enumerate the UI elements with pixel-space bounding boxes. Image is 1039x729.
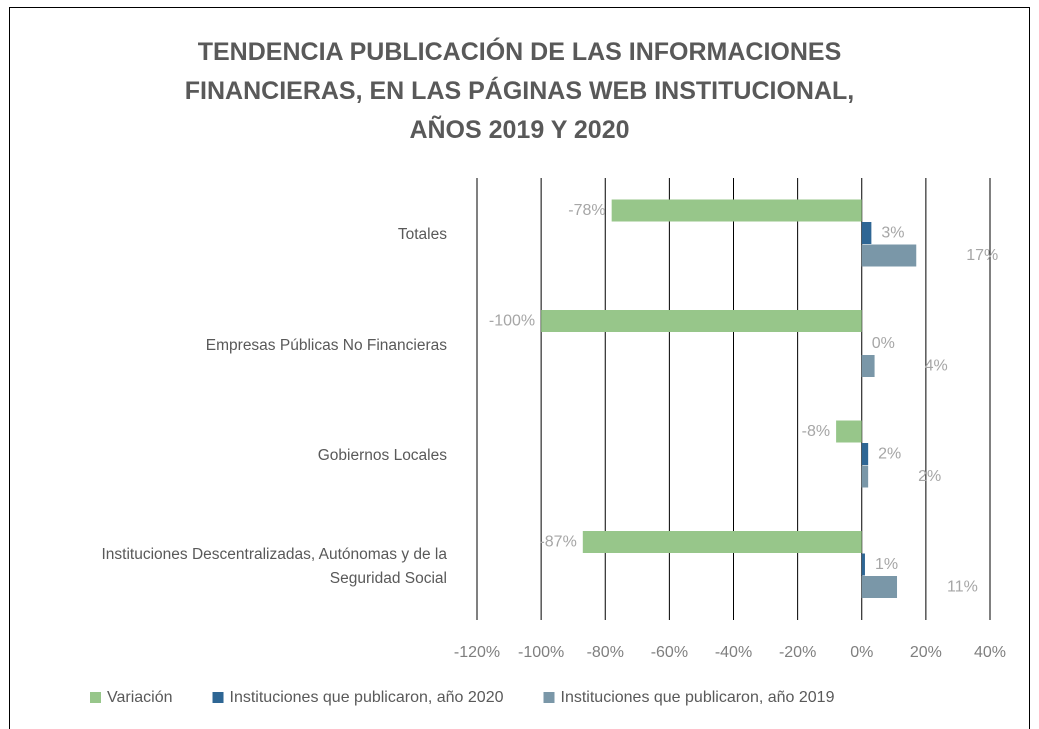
chart-title: TENDENCIA PUBLICACIÓN DE LAS INFORMACION… xyxy=(184,38,855,144)
data-label: -78% xyxy=(568,202,605,219)
y-tick-label: Totales xyxy=(397,226,447,244)
legend-label: Instituciones que publicaron, año 2020 xyxy=(230,689,504,706)
legend-swatch xyxy=(212,692,224,703)
x-tick-label: 20% xyxy=(910,644,942,661)
data-label: 3% xyxy=(881,224,904,241)
x-tick-label: -20% xyxy=(779,644,816,661)
bar xyxy=(582,531,862,553)
bar xyxy=(861,465,869,488)
legend-label: Instituciones que publicaron, año 2019 xyxy=(561,689,835,706)
y-tick-label: Instituciones Descentralizadas, Autónoma… xyxy=(101,545,448,587)
legend-label: Variación xyxy=(107,689,173,706)
bar xyxy=(861,576,898,598)
x-tick-label: 40% xyxy=(974,644,1006,661)
bar xyxy=(861,244,917,267)
x-tick-label: 0% xyxy=(850,644,873,661)
x-tick-label: -60% xyxy=(651,644,688,661)
x-tick-label: -120% xyxy=(454,644,500,661)
x-tick-label: -40% xyxy=(715,644,752,661)
legend-swatch xyxy=(90,692,101,703)
x-tick-label: -80% xyxy=(587,644,624,661)
bar xyxy=(836,420,862,443)
y-tick-label: Gobiernos Locales xyxy=(317,447,447,465)
bar xyxy=(861,553,865,576)
data-label: -8% xyxy=(802,423,830,440)
bar xyxy=(861,443,869,465)
data-label: 11% xyxy=(947,578,978,595)
y-tick-label: Empresas Públicas No Financieras xyxy=(205,336,447,354)
x-tick-label: -100% xyxy=(518,644,564,661)
data-label: -100% xyxy=(489,312,535,329)
data-label: 2% xyxy=(918,468,941,485)
data-label: 2% xyxy=(878,445,901,462)
data-label: -87% xyxy=(539,533,576,550)
data-label: 17% xyxy=(966,247,998,264)
bar xyxy=(861,222,872,244)
legend-swatch xyxy=(543,692,555,703)
data-label: 4% xyxy=(925,357,948,374)
chart-border xyxy=(9,7,1030,729)
bar xyxy=(541,310,862,332)
data-label: 1% xyxy=(875,556,898,573)
data-label: 0% xyxy=(872,335,895,352)
bar xyxy=(611,199,862,222)
bar xyxy=(861,355,875,377)
